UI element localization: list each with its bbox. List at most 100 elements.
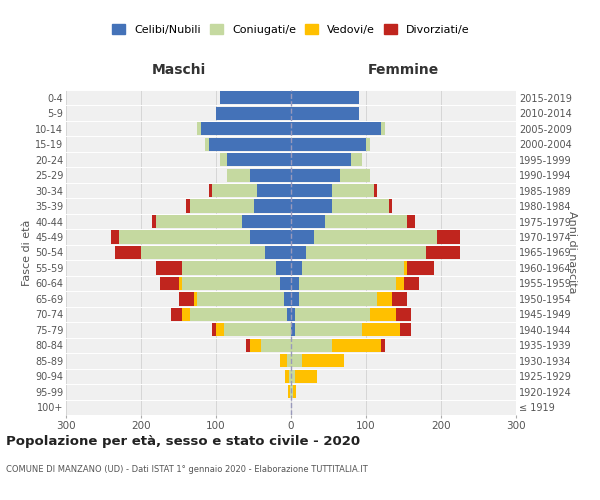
- Bar: [291, 184, 332, 197]
- Y-axis label: Anni di nascita: Anni di nascita: [567, 211, 577, 294]
- Bar: [257, 184, 291, 197]
- Bar: [179, 277, 182, 290]
- Bar: [115, 246, 141, 259]
- Bar: [227, 168, 250, 181]
- Bar: [366, 138, 370, 150]
- Bar: [288, 385, 290, 398]
- Bar: [291, 308, 295, 321]
- Bar: [289, 370, 291, 383]
- Bar: [407, 262, 433, 274]
- Bar: [141, 246, 265, 259]
- Bar: [291, 122, 381, 136]
- Bar: [295, 370, 317, 383]
- Bar: [291, 277, 299, 290]
- Bar: [261, 339, 291, 352]
- Bar: [437, 230, 460, 243]
- Bar: [404, 277, 419, 290]
- Bar: [293, 385, 296, 398]
- Bar: [291, 168, 340, 181]
- Bar: [186, 200, 190, 212]
- Bar: [287, 308, 291, 321]
- Bar: [160, 277, 179, 290]
- Bar: [290, 385, 291, 398]
- Bar: [197, 292, 284, 306]
- Bar: [291, 370, 295, 383]
- Y-axis label: Fasce di età: Fasce di età: [22, 220, 32, 286]
- Bar: [426, 246, 460, 259]
- Bar: [193, 292, 197, 306]
- Bar: [381, 339, 385, 352]
- Bar: [302, 262, 404, 274]
- Bar: [291, 91, 359, 104]
- Bar: [152, 215, 156, 228]
- Bar: [156, 215, 242, 228]
- Bar: [250, 339, 261, 352]
- Bar: [299, 277, 396, 290]
- Bar: [201, 122, 291, 136]
- Bar: [111, 230, 119, 243]
- Bar: [182, 277, 280, 290]
- Bar: [332, 200, 389, 212]
- Bar: [250, 168, 291, 181]
- Bar: [400, 324, 411, 336]
- Bar: [299, 292, 377, 306]
- Bar: [407, 215, 415, 228]
- Bar: [291, 354, 302, 368]
- Bar: [265, 246, 291, 259]
- Bar: [314, 230, 437, 243]
- Bar: [250, 230, 291, 243]
- Text: Femmine: Femmine: [368, 63, 439, 77]
- Bar: [291, 153, 351, 166]
- Bar: [182, 308, 190, 321]
- Bar: [370, 308, 396, 321]
- Bar: [291, 262, 302, 274]
- Bar: [340, 168, 370, 181]
- Bar: [285, 370, 289, 383]
- Bar: [190, 308, 287, 321]
- Bar: [306, 246, 426, 259]
- Bar: [291, 230, 314, 243]
- Bar: [254, 200, 291, 212]
- Bar: [156, 262, 182, 274]
- Bar: [291, 215, 325, 228]
- Bar: [179, 292, 193, 306]
- Bar: [389, 200, 392, 212]
- Bar: [216, 106, 291, 120]
- Bar: [182, 262, 276, 274]
- Text: COMUNE DI MANZANO (UD) - Dati ISTAT 1° gennaio 2020 - Elaborazione TUTTITALIA.IT: COMUNE DI MANZANO (UD) - Dati ISTAT 1° g…: [6, 465, 368, 474]
- Bar: [291, 138, 366, 150]
- Bar: [280, 277, 291, 290]
- Bar: [246, 339, 250, 352]
- Bar: [197, 122, 201, 136]
- Bar: [295, 324, 362, 336]
- Bar: [396, 308, 411, 321]
- Bar: [291, 200, 332, 212]
- Bar: [332, 339, 381, 352]
- Bar: [362, 324, 400, 336]
- Bar: [373, 184, 377, 197]
- Bar: [302, 354, 343, 368]
- Bar: [171, 308, 182, 321]
- Bar: [212, 324, 216, 336]
- Bar: [291, 339, 332, 352]
- Bar: [220, 153, 227, 166]
- Bar: [351, 153, 362, 166]
- Bar: [295, 308, 370, 321]
- Bar: [377, 292, 392, 306]
- Bar: [291, 246, 306, 259]
- Bar: [392, 292, 407, 306]
- Text: Popolazione per età, sesso e stato civile - 2020: Popolazione per età, sesso e stato civil…: [6, 435, 360, 448]
- Bar: [291, 385, 293, 398]
- Bar: [325, 215, 407, 228]
- Bar: [276, 262, 291, 274]
- Bar: [287, 354, 291, 368]
- Text: Maschi: Maschi: [151, 63, 206, 77]
- Bar: [205, 138, 209, 150]
- Bar: [280, 354, 287, 368]
- Bar: [216, 324, 223, 336]
- Bar: [396, 277, 404, 290]
- Bar: [291, 292, 299, 306]
- Bar: [220, 91, 291, 104]
- Bar: [190, 200, 254, 212]
- Bar: [119, 230, 250, 243]
